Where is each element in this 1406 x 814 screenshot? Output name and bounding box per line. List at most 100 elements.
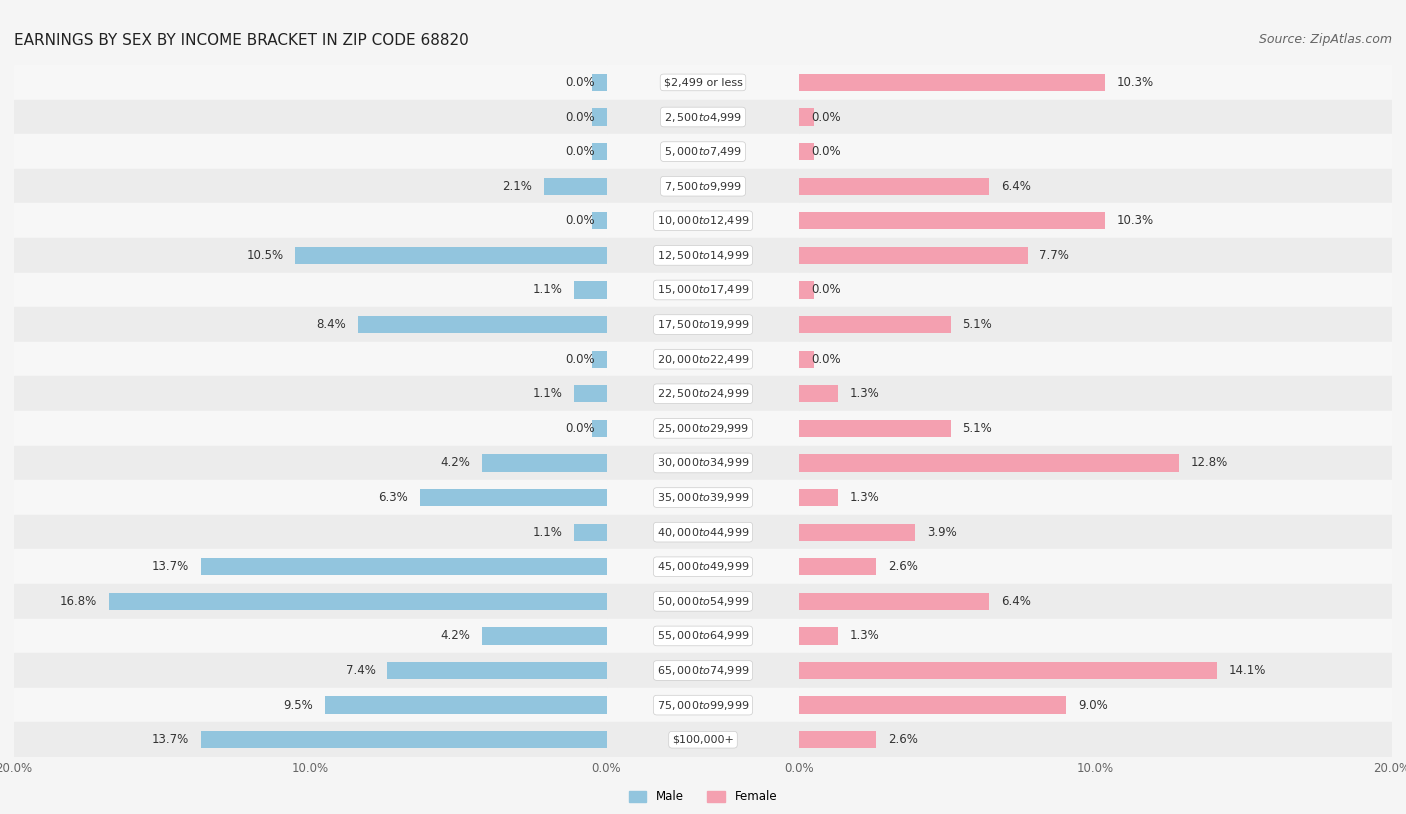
Text: 0.0%: 0.0% [811,283,841,296]
Bar [800,723,1392,757]
Text: 12.8%: 12.8% [1191,457,1227,470]
Text: 1.3%: 1.3% [849,629,880,642]
Bar [800,351,814,368]
Bar [800,273,1392,307]
Bar [14,514,606,549]
Bar [800,514,1392,549]
Bar [800,549,1392,584]
Bar [108,593,606,610]
Bar [14,134,606,168]
Bar [201,558,606,575]
Text: 6.4%: 6.4% [1001,180,1031,193]
Text: 2.6%: 2.6% [889,733,918,746]
Text: 16.8%: 16.8% [60,595,97,608]
Bar [14,168,606,204]
Bar [606,653,800,688]
Bar [800,662,1218,679]
Text: 5.1%: 5.1% [962,318,993,331]
Bar [800,134,1392,168]
Bar [606,376,800,411]
Bar [800,619,1392,653]
Bar [800,168,1392,204]
Bar [800,731,876,748]
Bar [592,143,606,160]
Text: 13.7%: 13.7% [152,733,188,746]
Text: 3.9%: 3.9% [927,526,956,539]
Text: $40,000 to $44,999: $40,000 to $44,999 [657,526,749,539]
Text: 13.7%: 13.7% [152,560,188,573]
Text: $65,000 to $74,999: $65,000 to $74,999 [657,664,749,677]
Bar [482,628,606,645]
Bar [420,489,606,506]
Text: 10.3%: 10.3% [1116,76,1153,89]
Text: 14.1%: 14.1% [1229,664,1267,677]
Text: 8.4%: 8.4% [316,318,346,331]
Text: 0.0%: 0.0% [565,352,595,365]
Bar [800,247,1028,264]
Bar [800,204,1392,238]
Bar [606,204,800,238]
Bar [14,99,606,134]
Text: 0.0%: 0.0% [811,111,841,124]
Text: $20,000 to $22,499: $20,000 to $22,499 [657,352,749,365]
Text: $50,000 to $54,999: $50,000 to $54,999 [657,595,749,608]
Bar [606,65,800,99]
Bar [592,74,606,91]
Bar [606,307,800,342]
Bar [606,619,800,653]
Bar [800,653,1392,688]
Bar [606,688,800,723]
Text: $10,000 to $12,499: $10,000 to $12,499 [657,214,749,227]
Text: 4.2%: 4.2% [440,457,470,470]
Bar [325,697,606,714]
Bar [14,238,606,273]
Legend: Male, Female: Male, Female [624,786,782,808]
Bar [606,134,800,168]
Text: 5.1%: 5.1% [962,422,993,435]
Text: $25,000 to $29,999: $25,000 to $29,999 [657,422,749,435]
Text: 6.3%: 6.3% [378,491,408,504]
Text: $2,500 to $4,999: $2,500 to $4,999 [664,111,742,124]
Bar [800,558,876,575]
Text: $100,000+: $100,000+ [672,735,734,745]
Bar [800,385,838,402]
Text: 4.2%: 4.2% [440,629,470,642]
Text: $30,000 to $34,999: $30,000 to $34,999 [657,457,749,470]
Bar [357,316,606,333]
Bar [606,411,800,445]
Text: $7,500 to $9,999: $7,500 to $9,999 [664,180,742,193]
Bar [606,514,800,549]
Bar [800,282,814,299]
Bar [800,316,950,333]
Bar [800,480,1392,514]
Text: $15,000 to $17,499: $15,000 to $17,499 [657,283,749,296]
Bar [800,74,1105,91]
Bar [606,273,800,307]
Bar [14,445,606,480]
Bar [201,731,606,748]
Bar [482,454,606,471]
Text: $35,000 to $39,999: $35,000 to $39,999 [657,491,749,504]
Text: 7.4%: 7.4% [346,664,375,677]
Text: 2.6%: 2.6% [889,560,918,573]
Bar [800,523,915,540]
Text: 0.0%: 0.0% [565,422,595,435]
Text: 0.0%: 0.0% [565,145,595,158]
Text: 1.3%: 1.3% [849,387,880,400]
Text: 0.0%: 0.0% [811,352,841,365]
Bar [800,177,988,195]
Text: EARNINGS BY SEX BY INCOME BRACKET IN ZIP CODE 68820: EARNINGS BY SEX BY INCOME BRACKET IN ZIP… [14,33,468,47]
Bar [606,584,800,619]
Bar [592,351,606,368]
Bar [800,593,988,610]
Bar [14,723,606,757]
Text: $12,500 to $14,999: $12,500 to $14,999 [657,249,749,262]
Bar [592,212,606,230]
Text: $22,500 to $24,999: $22,500 to $24,999 [657,387,749,400]
Bar [800,307,1392,342]
Bar [800,489,838,506]
Bar [606,549,800,584]
Bar [14,584,606,619]
Bar [606,168,800,204]
Bar [606,99,800,134]
